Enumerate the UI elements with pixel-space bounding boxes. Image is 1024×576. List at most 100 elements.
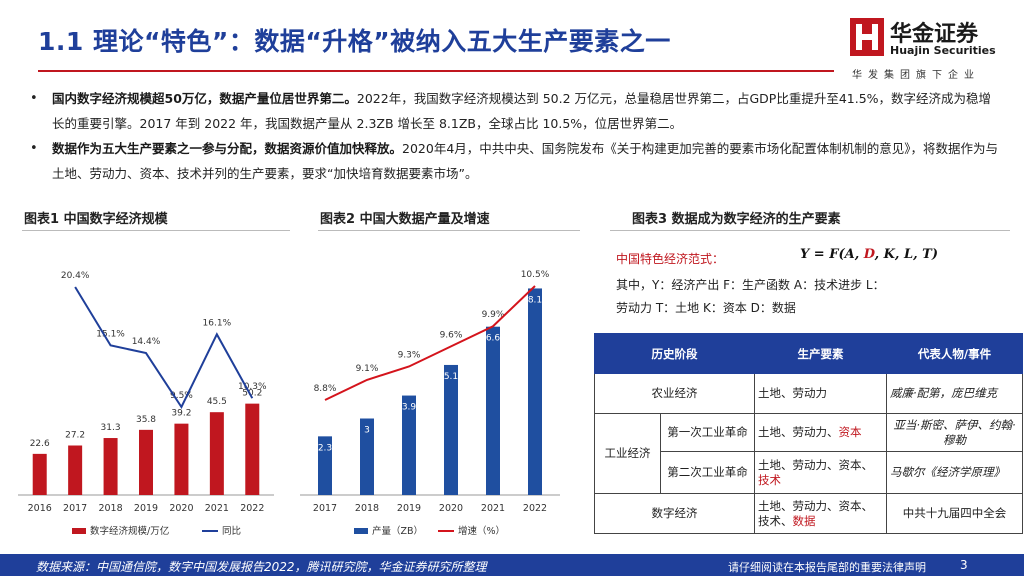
bar-value-label: 22.6 [30, 439, 50, 449]
figure2-divider [318, 230, 580, 231]
figure1-divider [22, 230, 290, 231]
x-tick-label: 2016 [28, 503, 52, 514]
bar-value-label: 3.9 [402, 403, 417, 413]
bullet-dot-icon: • [30, 141, 38, 156]
table-row: 工业经济 第一次工业革命 土地、劳动力、资本 亚当·斯密、萨伊、约翰·穆勒 [594, 413, 1023, 494]
legend-line-label: 同比 [222, 525, 241, 537]
line-value-label: 16.1% [203, 318, 232, 328]
factors-cell: 土地、劳动力、资本、技术、数据 [754, 493, 887, 534]
new-factor-text: 数据 [792, 513, 816, 528]
stage-cell: 第二次工业革命 [660, 451, 755, 494]
table-header-cell: 生产要素 [754, 333, 887, 374]
formula-data-variable: D [863, 247, 875, 262]
line-value-label: 15.1% [96, 329, 125, 339]
footer-bar [0, 554, 1024, 576]
production-factors-table: 历史阶段 生产要素 代表人物/事件 农业经济 土地、劳动力 威廉·配第，庞巴维克… [594, 333, 1023, 534]
bar [139, 429, 153, 495]
bullet-dot-icon: • [30, 91, 38, 106]
stage-group-cell: 工业经济 [594, 413, 661, 494]
bar [360, 418, 374, 495]
x-tick-label: 2022 [523, 503, 547, 514]
bullet-headline: 国内数字经济规模超50万亿，数据产量位居世界第二。 [52, 91, 357, 106]
formula-explain-line: 其中，Y：经济产出 F：生产函数 A：技术进步 L： [616, 278, 885, 292]
x-tick-label: 2018 [355, 503, 379, 514]
stage-cell: 农业经济 [594, 373, 755, 414]
figure1-title: 图表1 中国数字经济规模 [24, 212, 168, 227]
logo-name: 华金证券 [890, 22, 979, 47]
bar [444, 364, 458, 495]
legend-line-label: 增速（%） [458, 525, 505, 537]
x-tick-label: 2019 [397, 503, 421, 514]
x-tick-label: 2017 [63, 503, 87, 514]
people-cell: 亚当·斯密、萨伊、约翰·穆勒 [886, 413, 1023, 452]
bar [245, 403, 260, 495]
line-value-label: 10.3% [238, 382, 267, 392]
bar-value-label: 31.3 [101, 423, 121, 433]
bar-value-label: 2.3 [318, 443, 332, 453]
bullet-text: 2022年，我国数字经济规模达到 50.2 万亿元，总量稳居世界第二，占GDP比… [52, 91, 992, 131]
page-number: 3 [960, 558, 968, 572]
footer-legal-notice[interactable]: 请仔细阅读在本报告尾部的重要法律声明 [728, 561, 926, 574]
line-value-label: 9.6% [440, 330, 463, 340]
page-title: 1.1 理论“特色”：数据“升格”被纳入五大生产要素之一 [38, 27, 671, 56]
bar [318, 436, 332, 495]
bar [402, 395, 416, 495]
legend-bar-swatch [72, 528, 86, 534]
x-tick-label: 2020 [169, 503, 193, 514]
stage-cell: 第一次工业革命 [660, 413, 755, 452]
line-value-label: 9.1% [356, 364, 379, 374]
bullet-headline: 数据作为五大生产要素之一参与分配，数据资源价值加快释放。 [52, 141, 403, 156]
legend-bar-swatch [354, 528, 368, 534]
formula-explain-line: 劳动力 T：土地 K：资本 D：数据 [616, 301, 796, 315]
line-value-label: 9.3% [398, 350, 421, 360]
legend-bar-label: 数字经济规模/万亿 [90, 525, 169, 537]
formula-label: 中国特色经济范式： [616, 252, 725, 266]
footer-source: 数据来源：中国通信院，数字中国发展报告2022，腾讯研究院，华金证券研究所整理 [36, 560, 487, 574]
factors-text: 土地、劳动力、资本、技术、 [758, 498, 873, 528]
bar-value-label: 45.5 [207, 397, 227, 407]
factors-text: 土地、劳动力、 [758, 425, 839, 439]
bar [209, 412, 224, 495]
factors-text: 土地、劳动力、资本、 [758, 457, 873, 472]
bar-value-label: 6.6 [486, 334, 501, 344]
factors-cell: 土地、劳动力、资本、技术 [754, 451, 887, 494]
series-line [74, 286, 254, 410]
huajin-logo-icon [850, 18, 884, 56]
logo-english-name: Huajin Securities [890, 44, 996, 57]
people-cell: 马歇尔《经济学原理》 [886, 451, 1023, 494]
legend-bar-label: 产量（ZB） [372, 525, 423, 537]
stage-cell: 数字经济 [594, 493, 755, 534]
x-tick-label: 2022 [240, 503, 264, 514]
bar [68, 445, 83, 495]
people-cell: 威廉·配第，庞巴维克 [886, 373, 1023, 414]
bar-value-label: 3 [364, 426, 370, 436]
formula-part: Y = F(A, [800, 247, 864, 262]
new-factor-text: 资本 [838, 425, 862, 439]
table-row: 农业经济 土地、劳动力 威廉·配第，庞巴维克 [594, 373, 1023, 414]
x-tick-label: 2021 [481, 503, 505, 514]
figure3-title: 图表3 数据成为数字经济的生产要素 [632, 212, 841, 227]
bar-value-label: 5.1 [444, 372, 458, 382]
x-tick-label: 2020 [439, 503, 463, 514]
series-line [324, 285, 536, 401]
table-row: 第二次工业革命 土地、劳动力、资本、技术 马歇尔《经济学原理》 [595, 451, 1023, 494]
line-value-label: 8.8% [314, 384, 337, 394]
bar-value-label: 39.2 [171, 409, 191, 419]
bar-value-label: 50.2 [242, 389, 262, 399]
logo-slogan: 华发集团旗下企业 [852, 70, 980, 81]
table-row: 数字经济 土地、劳动力、资本、技术、数据 中共十九届四中全会 [594, 493, 1023, 534]
bullet-text: 2020年4月，中共中央、国务院发布《关于构建更加完善的要素市场化配置体制机制的… [52, 141, 999, 181]
formula-part: , K, L, T) [874, 247, 938, 262]
summary-bullets: • 国内数字经济规模超50万亿，数据产量位居世界第二。2022年，我国数字经济规… [24, 86, 1002, 186]
production-formula: Y = F(A, D, K, L, T) [800, 247, 938, 262]
bullet-item: • 国内数字经济规模超50万亿，数据产量位居世界第二。2022年，我国数字经济规… [24, 86, 1002, 136]
line-value-label: 10.5% [521, 270, 550, 280]
people-cell: 中共十九届四中全会 [886, 493, 1023, 534]
bar [486, 326, 500, 495]
line-value-label: 9.9% [482, 310, 505, 320]
bar-value-label: 27.2 [65, 430, 85, 440]
table-header-cell: 历史阶段 [594, 333, 755, 374]
bullet-item: • 数据作为五大生产要素之一参与分配，数据资源价值加快释放。2020年4月，中共… [24, 136, 1002, 186]
line-value-label: 9.5% [170, 391, 193, 401]
bar [528, 288, 542, 495]
